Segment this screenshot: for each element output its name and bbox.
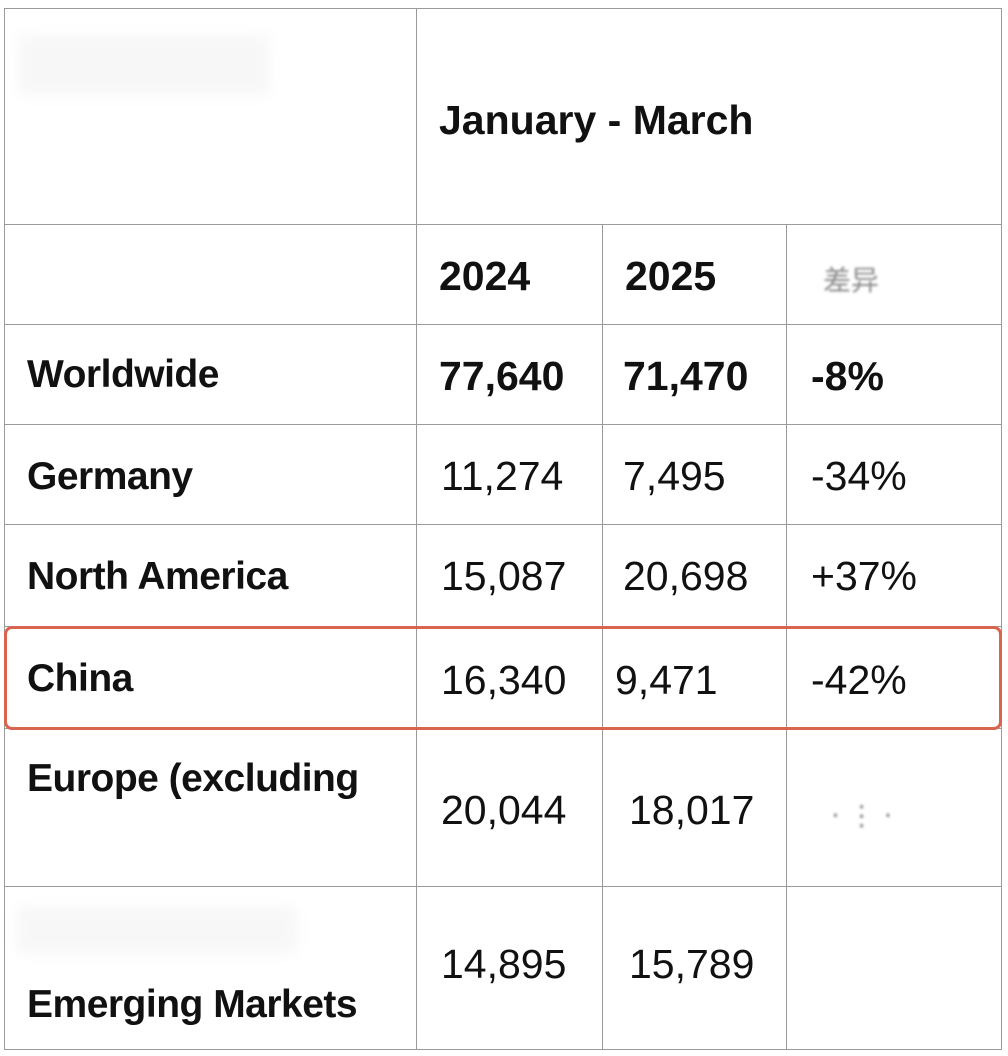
value-2024-cell: 20,044 [416, 728, 604, 888]
obscured-text-block [17, 907, 297, 953]
value-2024-cell: 14,895 [416, 886, 604, 1050]
empty-corner-cell [4, 8, 418, 226]
row-label-worldwide: Worldwide [27, 353, 219, 396]
empty-label-header-cell [4, 224, 418, 326]
worldwide-2024-value: 77,640 [439, 353, 565, 399]
china-2024-value: 16,340 [441, 657, 567, 703]
row-label-north-america: North America [27, 555, 288, 598]
year-2025-header-cell: 2025 [602, 224, 788, 326]
row-label-cell: Germany [4, 424, 418, 526]
row-label-germany: Germany [27, 455, 193, 498]
change-cell: -8% [786, 324, 1002, 426]
change-cell [786, 886, 1002, 1050]
emerging-markets-2025-value: 15,789 [629, 941, 755, 987]
change-cell: ⋅ ⋮ ⋅ [786, 728, 1002, 888]
row-label-china: China [27, 657, 133, 700]
china-2025-value: 9,471 [615, 657, 718, 703]
year-2024-header: 2024 [439, 253, 531, 299]
value-2024-cell: 15,087 [416, 524, 604, 628]
period-header: January - March [439, 97, 754, 143]
period-header-cell: January - March [416, 8, 1002, 226]
change-header-cell: 差异 [786, 224, 1002, 326]
europe-2024-value: 20,044 [441, 787, 567, 833]
year-2025-header: 2025 [625, 253, 717, 299]
value-2024-cell: 77,640 [416, 324, 604, 426]
worldwide-change-value: -8% [811, 353, 884, 399]
europe-2025-value: 18,017 [629, 787, 755, 833]
north-america-change-value: +37% [811, 553, 918, 599]
value-2025-cell: 9,471 [602, 626, 788, 730]
value-2025-cell: 15,789 [602, 886, 788, 1050]
value-2024-cell: 16,340 [416, 626, 604, 730]
row-label-europe: Europe (excluding [27, 757, 359, 800]
worldwide-2025-value: 71,470 [623, 353, 749, 399]
row-label-cell: Europe (excluding [4, 728, 418, 888]
year-2024-header-cell: 2024 [416, 224, 604, 326]
germany-2024-value: 11,274 [441, 453, 564, 499]
change-header-obscured: 差异 [823, 265, 880, 296]
row-label-emerging-markets: Emerging Markets [27, 983, 358, 1026]
value-2025-cell: 20,698 [602, 524, 788, 628]
change-cell: -42% [786, 626, 1002, 730]
china-change-value: -42% [811, 657, 907, 703]
emerging-markets-2024-value: 14,895 [441, 941, 567, 987]
value-2024-cell: 11,274 [416, 424, 604, 526]
row-label-cell: Worldwide [4, 324, 418, 426]
change-cell: -34% [786, 424, 1002, 526]
north-america-2024-value: 15,087 [441, 553, 567, 599]
europe-change-obscured: ⋅ ⋮ ⋅ [831, 800, 893, 831]
sales-table: January - March 2024 2025 差异 Worldwide 7… [4, 8, 1002, 1050]
row-label-cell: North America [4, 524, 418, 628]
germany-change-value: -34% [811, 453, 907, 499]
value-2025-cell: 7,495 [602, 424, 788, 526]
change-cell: +37% [786, 524, 1002, 628]
row-label-cell: Emerging Markets [4, 886, 418, 1050]
value-2025-cell: 71,470 [602, 324, 788, 426]
germany-2025-value: 7,495 [623, 453, 726, 499]
obscured-text-block [19, 35, 269, 95]
value-2025-cell: 18,017 [602, 728, 788, 888]
north-america-2025-value: 20,698 [623, 553, 749, 599]
row-label-cell: China [4, 626, 418, 730]
